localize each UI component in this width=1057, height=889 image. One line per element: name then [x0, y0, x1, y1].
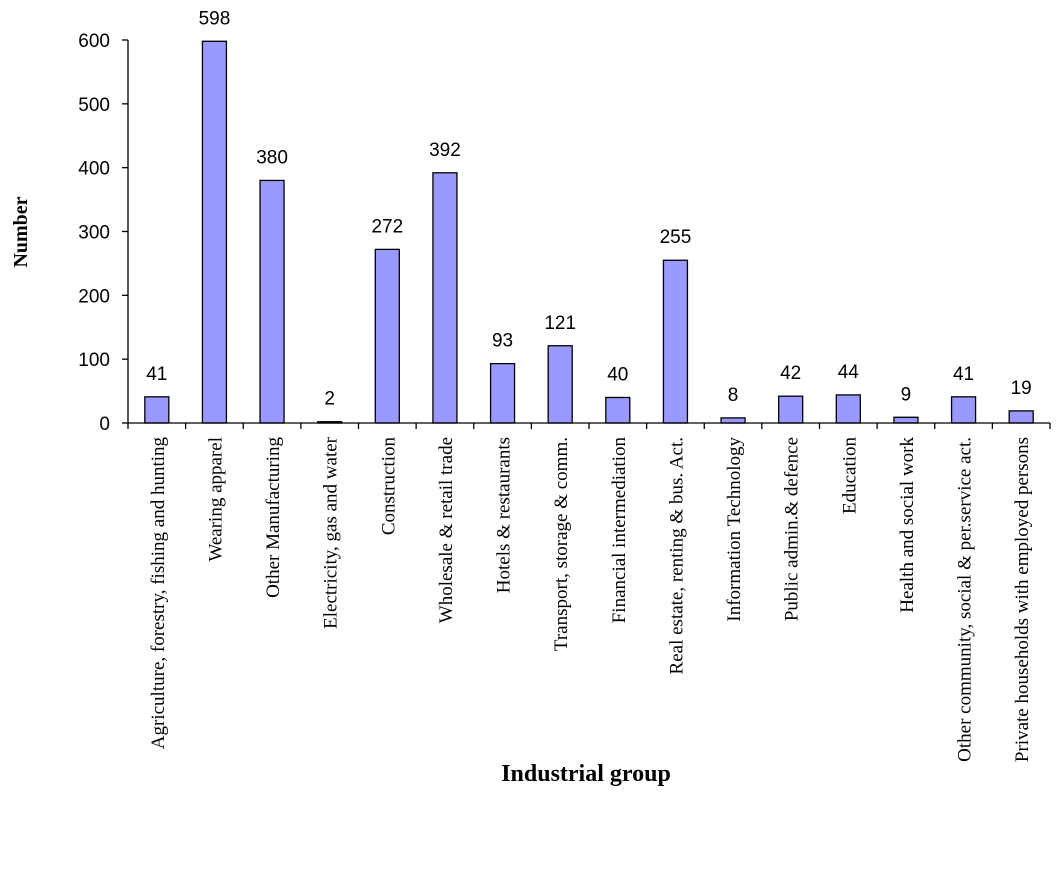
bar [144, 396, 170, 424]
bar [893, 416, 919, 424]
bar [720, 417, 746, 424]
y-axis-title: Number [10, 196, 32, 267]
category-label: Construction [378, 437, 399, 536]
data-label: 44 [838, 362, 860, 383]
data-label: 272 [371, 216, 403, 237]
data-label: 598 [199, 8, 231, 29]
category-label: Financial intermediation [609, 437, 630, 624]
category-label: Education [839, 437, 860, 515]
bar [547, 345, 573, 424]
data-label: 2 [324, 389, 335, 410]
category-label: Information Technology [724, 437, 745, 622]
data-label: 19 [1011, 378, 1032, 399]
y-tick-label: 200 [78, 286, 110, 307]
y-tick-label: 400 [78, 159, 110, 180]
data-label: 40 [607, 364, 628, 385]
category-label: Private households with employed persons [1012, 437, 1033, 762]
bar [605, 396, 631, 424]
y-tick-label: 600 [78, 31, 110, 52]
data-label: 380 [256, 147, 288, 168]
bar [950, 396, 977, 424]
category-label: Other community, social & per.service ac… [955, 437, 976, 762]
data-label: 93 [492, 331, 513, 352]
y-tick-label: 100 [78, 350, 110, 371]
data-label: 392 [429, 140, 461, 161]
y-tick-label: 500 [78, 95, 110, 116]
data-label: 41 [146, 364, 167, 385]
category-label: Real estate, renting & bus. Act. [666, 437, 687, 674]
category-label: Other Manufacturing [263, 437, 284, 598]
data-label: 121 [544, 313, 576, 334]
bars [144, 40, 1034, 424]
data-label: 41 [953, 364, 974, 385]
category-label: Transport, storage & comm. [551, 437, 572, 651]
data-label: 8 [728, 385, 739, 406]
bar [1008, 410, 1034, 424]
bar [259, 179, 285, 424]
category-label: Public admin.& defence [782, 437, 803, 621]
bar [662, 259, 689, 424]
category-label: Agriculture, forestry, fishing and hunti… [148, 437, 169, 750]
data-label: 255 [660, 227, 692, 248]
bar [835, 394, 861, 424]
category-labels: Agriculture, forestry, fishing and hunti… [148, 436, 1033, 762]
category-label: Wearing apparel [205, 437, 226, 562]
bar [432, 172, 458, 424]
category-label: Electricity, gas and water [321, 436, 342, 629]
data-label: 9 [901, 384, 912, 405]
y-tick-label: 300 [78, 223, 110, 244]
data-labels: 41 598 380 2 272 392 93 121 40 255 8 42 44 9 41 19 [146, 8, 1032, 409]
x-axis-title: Industrial group [501, 761, 671, 787]
bar [201, 40, 228, 424]
data-label: 42 [780, 363, 801, 384]
y-axis-ticks: 0 100 200 300 400 500 600 [78, 31, 1051, 435]
category-label: Hotels & restaurants [494, 437, 515, 593]
bar [374, 248, 400, 424]
bar [778, 395, 804, 424]
bar [489, 362, 516, 424]
category-label: Health and social work [897, 437, 918, 613]
category-label: Wholesale & retail trade [436, 437, 457, 623]
y-tick-label: 0 [99, 414, 110, 435]
